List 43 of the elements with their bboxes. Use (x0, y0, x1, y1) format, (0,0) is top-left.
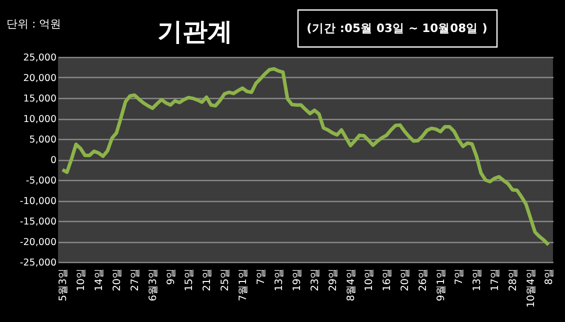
x-tick-label: 6월3일 (148, 268, 159, 302)
y-tick-label: 20,000 (23, 73, 56, 84)
x-tick-label: 26일 (418, 268, 429, 292)
y-tick-label: -20,000 (20, 237, 56, 248)
y-tick-label: 10,000 (23, 114, 56, 125)
line-series (60, 67, 550, 247)
x-tick-label: 20일 (112, 268, 123, 292)
x-tick-label: 20일 (400, 268, 411, 292)
x-tick-label: 23일 (310, 268, 321, 292)
x-tick-label: 15일 (184, 268, 195, 292)
x-tick-label: 8월4일 (346, 268, 357, 302)
x-tick-label: 21일 (202, 268, 213, 292)
x-tick-label: 28일 (508, 268, 519, 292)
x-tick-label: 9월1일 (436, 268, 447, 302)
y-tick-label: -10,000 (20, 196, 56, 207)
x-tick-label: 9일 (166, 268, 177, 285)
x-tick-label: 13일 (274, 268, 285, 292)
y-tick-label: 5,000 (29, 134, 56, 146)
y-tick-label: -5,000 (26, 176, 56, 186)
x-tick-label: 10일 (76, 268, 87, 292)
y-tick-label: 25,000 (23, 52, 56, 64)
x-tick-label: 7일 (454, 268, 465, 285)
x-tick-label: 27일 (130, 268, 141, 292)
y-tick-label: -15,000 (20, 216, 56, 228)
y-axis-title: 단위 : 억원 (6, 18, 62, 30)
x-tick-label: 29일 (328, 268, 339, 292)
y-tick-label: 0 (50, 155, 56, 166)
x-tick-label: 7월1일 (238, 268, 249, 302)
x-tick-label: 16일 (382, 268, 393, 292)
chart-title: 기관계 (158, 17, 232, 46)
x-tick-label: 19일 (292, 268, 303, 292)
x-tick-label: 14일 (94, 268, 105, 292)
x-tick-label: 17일 (490, 268, 501, 292)
x-tick-label: 10일 (364, 268, 375, 292)
x-tick-label: 10월4일 (526, 268, 537, 308)
x-tick-label: 7일 (256, 268, 267, 285)
y-tick-label: 15,000 (23, 94, 56, 104)
chart-subtitle: (기간 :05월 03일 ~ 10월08일 ) (306, 21, 488, 35)
y-tick-label: -25,000 (20, 258, 56, 268)
x-tick-label: 5월3일 (58, 268, 69, 302)
x-tick-label: 25일 (220, 268, 231, 292)
x-tick-label: 13일 (472, 268, 483, 292)
x-tick-label: 8일 (544, 268, 555, 285)
